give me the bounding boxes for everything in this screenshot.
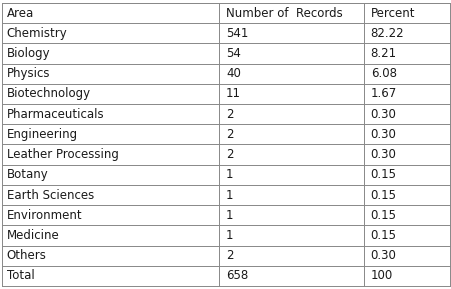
Text: Biotechnology: Biotechnology: [7, 88, 91, 100]
Text: 0.15: 0.15: [370, 209, 396, 222]
Text: Chemistry: Chemistry: [7, 27, 67, 40]
Text: 100: 100: [370, 270, 392, 282]
Text: 0.15: 0.15: [370, 168, 396, 181]
Text: 0.15: 0.15: [370, 189, 396, 201]
Text: 1: 1: [226, 189, 233, 201]
Text: Environment: Environment: [7, 209, 82, 222]
Text: 1: 1: [226, 168, 233, 181]
Text: 2: 2: [226, 108, 233, 121]
Text: 0.30: 0.30: [370, 108, 396, 121]
Text: Others: Others: [7, 249, 46, 262]
Text: 0.30: 0.30: [370, 148, 396, 161]
Text: 0.30: 0.30: [370, 128, 396, 141]
Text: Total: Total: [7, 270, 34, 282]
Text: 2: 2: [226, 249, 233, 262]
Text: 54: 54: [226, 47, 240, 60]
Text: 8.21: 8.21: [370, 47, 396, 60]
Text: 2: 2: [226, 128, 233, 141]
Text: 82.22: 82.22: [370, 27, 403, 40]
Text: Physics: Physics: [7, 67, 50, 80]
Text: Leather Processing: Leather Processing: [7, 148, 119, 161]
Text: 11: 11: [226, 88, 240, 100]
Text: 6.08: 6.08: [370, 67, 396, 80]
Text: Earth Sciences: Earth Sciences: [7, 189, 94, 201]
Text: 1.67: 1.67: [370, 88, 396, 100]
Text: 40: 40: [226, 67, 240, 80]
Text: Area: Area: [7, 7, 34, 19]
Text: Botany: Botany: [7, 168, 48, 181]
Text: 658: 658: [226, 270, 248, 282]
Text: Biology: Biology: [7, 47, 51, 60]
Text: 1: 1: [226, 229, 233, 242]
Text: Medicine: Medicine: [7, 229, 60, 242]
Text: 0.30: 0.30: [370, 249, 396, 262]
Text: Engineering: Engineering: [7, 128, 78, 141]
Text: Percent: Percent: [370, 7, 414, 19]
Text: 541: 541: [226, 27, 248, 40]
Text: 0.15: 0.15: [370, 229, 396, 242]
Text: 2: 2: [226, 148, 233, 161]
Text: Number of  Records: Number of Records: [226, 7, 342, 19]
Text: 1: 1: [226, 209, 233, 222]
Text: Pharmaceuticals: Pharmaceuticals: [7, 108, 104, 121]
